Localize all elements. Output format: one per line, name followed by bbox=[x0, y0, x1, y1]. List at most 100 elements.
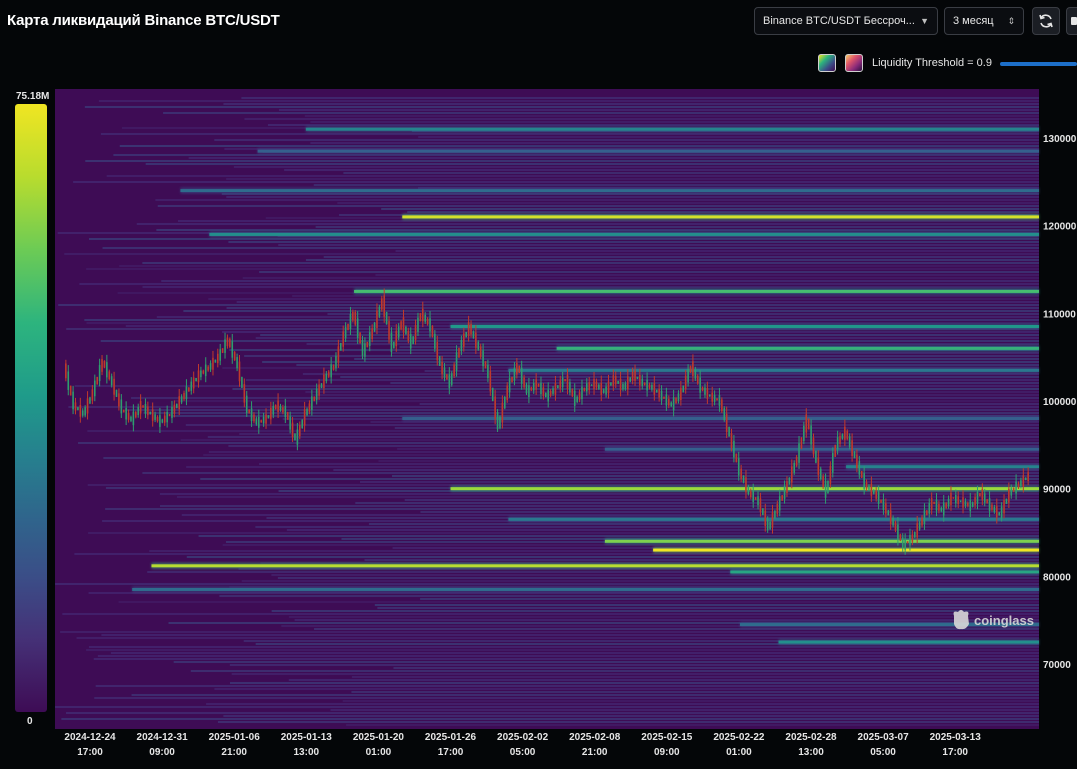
candle-body bbox=[231, 341, 234, 358]
range-select[interactable]: 3 месяц ⇕ bbox=[944, 7, 1024, 35]
candle-body bbox=[120, 399, 123, 414]
liquidity-band bbox=[228, 445, 1039, 447]
candle-body bbox=[429, 318, 431, 332]
candle-body bbox=[166, 411, 168, 423]
candle-body bbox=[173, 404, 176, 414]
liquidity-band bbox=[340, 376, 1040, 378]
liquidity-band bbox=[100, 340, 1040, 342]
y-tick-label: 110000 bbox=[1043, 309, 1076, 320]
page-title: Карта ликвидаций Binance BTC/USDT bbox=[7, 12, 280, 29]
candle-body bbox=[272, 405, 275, 415]
candle-body bbox=[419, 313, 422, 322]
candle-body bbox=[824, 480, 827, 498]
candle-body bbox=[836, 437, 839, 450]
liquidity-band bbox=[394, 427, 1039, 429]
candle-body bbox=[79, 404, 82, 417]
liquidity-band bbox=[420, 511, 1039, 513]
candle-body bbox=[851, 440, 853, 456]
liquidity-band bbox=[407, 211, 1039, 213]
candle-body bbox=[598, 384, 600, 389]
liquidity-band bbox=[113, 154, 1039, 156]
candle-body bbox=[298, 424, 301, 437]
liquidity-band bbox=[174, 400, 1040, 402]
candle-body bbox=[383, 295, 386, 317]
candle-body bbox=[508, 377, 511, 393]
candle-body bbox=[730, 433, 733, 448]
liquidity-band bbox=[102, 247, 1040, 249]
candle-body bbox=[106, 362, 108, 378]
candle-body bbox=[188, 387, 190, 392]
candle-body bbox=[976, 492, 979, 504]
candle-body bbox=[725, 413, 728, 433]
x-tick-time: 01:00 bbox=[726, 747, 752, 758]
candle-body bbox=[988, 498, 991, 511]
candle-body bbox=[752, 490, 755, 503]
candle-body bbox=[458, 348, 460, 358]
candle-body bbox=[147, 406, 149, 416]
candle-body bbox=[438, 356, 441, 366]
candle-body bbox=[733, 440, 735, 458]
candle-body bbox=[448, 374, 451, 389]
x-tick-time: 13:00 bbox=[798, 747, 824, 758]
viridis-palette-button[interactable] bbox=[818, 54, 836, 72]
threshold-slider[interactable] bbox=[1000, 62, 1077, 66]
liquidity-band bbox=[238, 568, 1039, 570]
liquidity-band bbox=[156, 316, 1040, 318]
candle-body bbox=[91, 389, 94, 401]
candle-body bbox=[118, 393, 120, 407]
candle-body bbox=[318, 384, 320, 396]
liquidity-band bbox=[186, 556, 1039, 558]
liquidity-band bbox=[381, 208, 1039, 210]
candle-body bbox=[713, 394, 716, 402]
candle-body bbox=[149, 411, 152, 415]
liquidity-level bbox=[604, 447, 1039, 451]
candle-body bbox=[998, 512, 1001, 516]
x-tick-time: 05:00 bbox=[870, 747, 896, 758]
liquidity-band bbox=[330, 709, 1040, 711]
candle-body bbox=[718, 395, 721, 406]
candle-body bbox=[96, 376, 99, 385]
candle-body bbox=[344, 326, 347, 339]
candle-body bbox=[337, 346, 340, 363]
liquidity-band bbox=[160, 505, 1039, 507]
candle-body bbox=[631, 371, 634, 381]
symbol-select-value: Binance BTC/USDT Бессроч... bbox=[763, 15, 915, 27]
candle-body bbox=[450, 373, 453, 385]
candle-body bbox=[93, 380, 96, 397]
candle-body bbox=[547, 389, 550, 402]
candle-body bbox=[882, 499, 885, 511]
candle-body bbox=[576, 396, 578, 402]
candle-body bbox=[740, 468, 742, 480]
liquidity-band bbox=[86, 268, 1040, 270]
liquidity-level bbox=[739, 623, 1039, 627]
candle-body bbox=[667, 398, 670, 406]
candle-body bbox=[245, 395, 248, 413]
liquidity-band bbox=[226, 178, 1040, 180]
liquidity-band bbox=[84, 319, 1039, 321]
x-tick-date: 2025-03-13 bbox=[930, 732, 982, 743]
refresh-button[interactable] bbox=[1032, 7, 1060, 35]
candle-body bbox=[270, 407, 272, 420]
liquidity-band bbox=[87, 484, 1040, 486]
candle-body bbox=[771, 512, 774, 528]
liquidity-band bbox=[214, 139, 1040, 141]
liquidity-band bbox=[214, 688, 1039, 690]
liquidity-levels bbox=[132, 126, 1040, 646]
candle-body bbox=[151, 409, 154, 421]
liquidity-band bbox=[377, 607, 1039, 609]
candle-body bbox=[892, 517, 894, 526]
liquidity-band bbox=[281, 625, 1039, 627]
candle-body bbox=[446, 374, 448, 380]
liquidity-band bbox=[418, 136, 1039, 138]
x-tick-time: 09:00 bbox=[654, 747, 680, 758]
candle-body bbox=[677, 393, 680, 401]
symbol-select[interactable]: Binance BTC/USDT Бессроч... ▼ bbox=[754, 7, 938, 35]
candle-body bbox=[417, 317, 419, 332]
liquidity-level bbox=[556, 346, 1039, 350]
magma-palette-button[interactable] bbox=[845, 54, 863, 72]
candle-body bbox=[737, 458, 740, 476]
candle-body bbox=[803, 425, 805, 441]
camera-button[interactable] bbox=[1066, 7, 1077, 35]
candle-body bbox=[817, 457, 820, 475]
